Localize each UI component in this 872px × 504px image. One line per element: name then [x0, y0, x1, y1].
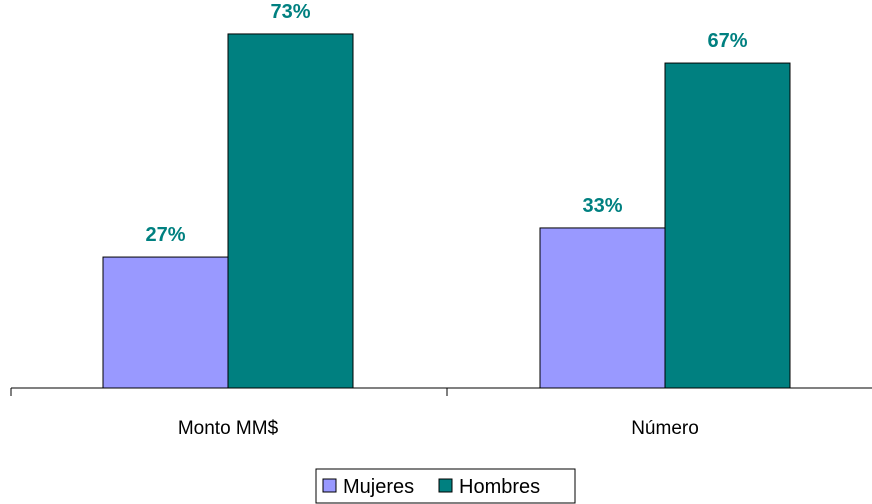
data-label-hombres-0: 73% [270, 1, 310, 23]
bar-hombres-0 [227, 33, 354, 389]
bars-layer [102, 33, 791, 389]
data-label-mujeres-0: 27% [145, 224, 185, 246]
bar-mujeres-0 [102, 256, 229, 389]
legend: Mujeres Hombres [315, 468, 576, 504]
labels-layer: 27% 73% Monto MM$ 33% 67% Número [145, 1, 747, 439]
category-label-0: Monto MM$ [178, 418, 279, 439]
data-label-mujeres-1: 33% [582, 195, 622, 217]
bar-hombres-1 [664, 62, 791, 389]
legend-label-hombres: Hombres [459, 476, 540, 498]
legend-swatch-hombres [438, 478, 453, 493]
legend-swatch-mujeres [322, 478, 337, 493]
category-label-1: Número [631, 418, 699, 439]
bar-mujeres-1 [539, 227, 666, 389]
legend-label-mujeres: Mujeres [343, 476, 414, 498]
data-label-hombres-1: 67% [707, 30, 747, 52]
